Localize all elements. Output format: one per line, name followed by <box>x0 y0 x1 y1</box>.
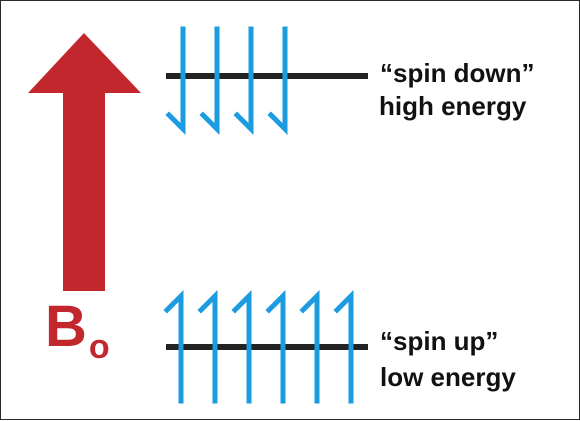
spin-down-arrow <box>165 26 186 136</box>
spin-up-arrow <box>231 289 252 404</box>
spin-down-arrows <box>165 26 288 136</box>
field-subscript: o <box>88 328 110 366</box>
spin-down-label: “spin down” <box>380 58 535 88</box>
spin-up-arrows <box>163 289 354 404</box>
spin-up-arrow <box>163 289 184 404</box>
spin-up-arrow <box>333 289 354 404</box>
field-symbol: B <box>45 294 87 359</box>
spin-up-arrow <box>299 289 320 404</box>
spin-down-arrow <box>199 26 220 136</box>
low-energy-label: low energy <box>380 362 516 392</box>
spin-up-arrow <box>265 289 286 404</box>
spin-up-label: “spin up” <box>380 326 499 356</box>
high-energy-label: high energy <box>379 91 527 121</box>
magnetic-field-arrow <box>28 33 141 291</box>
spin-down-arrow <box>233 26 254 136</box>
magnetic-field-label: Bo <box>45 294 110 365</box>
spin-down-arrow <box>267 26 288 136</box>
spin-up-arrow <box>197 289 218 404</box>
